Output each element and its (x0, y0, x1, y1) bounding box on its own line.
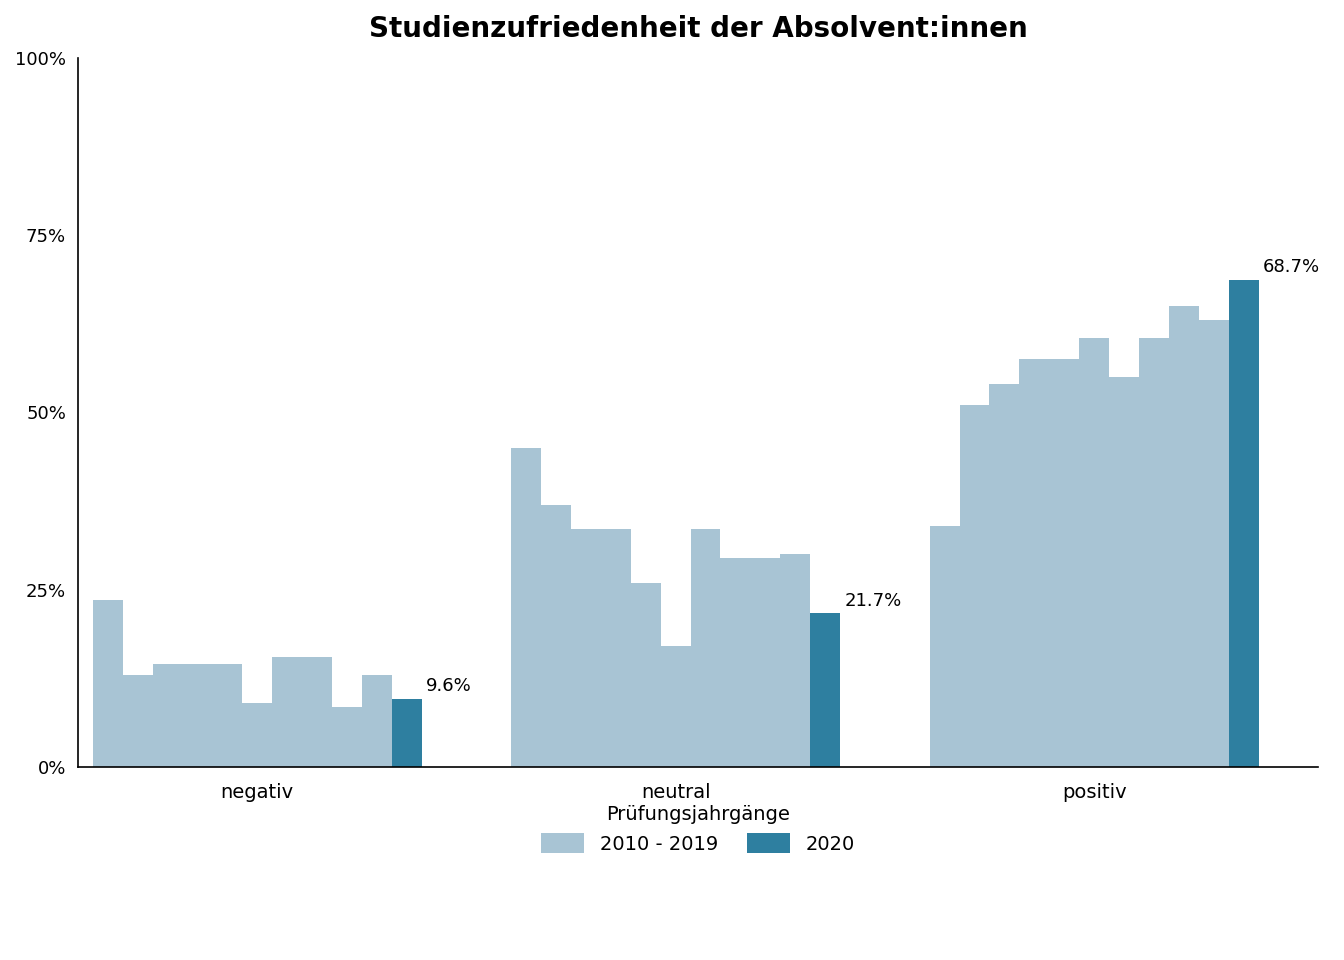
Text: 9.6%: 9.6% (426, 678, 472, 695)
Bar (630, 583, 661, 767)
Bar (661, 646, 691, 767)
Bar (989, 384, 1019, 767)
Bar (271, 657, 302, 767)
Bar (810, 613, 840, 767)
Bar (1079, 338, 1109, 767)
Bar (1138, 338, 1169, 767)
Bar (332, 707, 362, 767)
Bar (93, 600, 122, 767)
Bar (960, 405, 989, 767)
Bar (212, 664, 242, 767)
Bar (781, 554, 810, 767)
Bar (1050, 359, 1079, 767)
Bar (152, 664, 183, 767)
Bar (1199, 321, 1228, 767)
Bar (691, 530, 720, 767)
Bar (601, 530, 630, 767)
Bar (362, 675, 391, 767)
Bar (750, 558, 781, 767)
Bar (302, 657, 332, 767)
Bar (571, 530, 601, 767)
Bar (1228, 279, 1258, 767)
Text: 68.7%: 68.7% (1263, 258, 1320, 276)
Bar (1109, 377, 1138, 767)
Legend: 2010 - 2019, 2020: 2010 - 2019, 2020 (532, 795, 864, 864)
Bar (542, 505, 571, 767)
Bar (242, 704, 271, 767)
Bar (122, 675, 152, 767)
Text: 21.7%: 21.7% (844, 591, 902, 610)
Bar (1019, 359, 1050, 767)
Bar (930, 526, 960, 767)
Bar (391, 699, 422, 767)
Bar (1169, 306, 1199, 767)
Bar (183, 664, 212, 767)
Bar (511, 448, 542, 767)
Title: Studienzufriedenheit der Absolvent:innen: Studienzufriedenheit der Absolvent:innen (368, 15, 1027, 43)
Bar (720, 558, 750, 767)
